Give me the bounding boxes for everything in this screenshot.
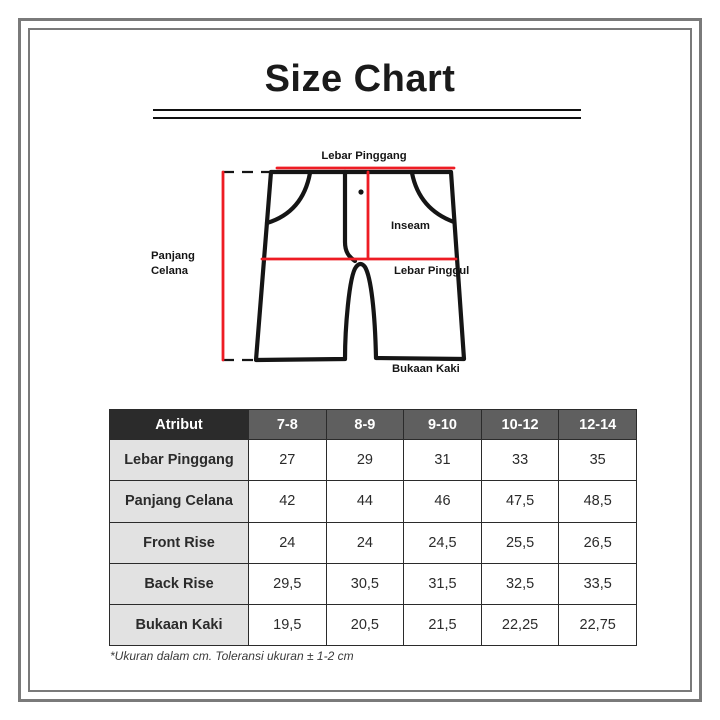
svg-text:Bukaan Kaki: Bukaan Kaki bbox=[392, 363, 460, 375]
svg-text:Panjang: Panjang bbox=[151, 250, 195, 262]
svg-text:Celana: Celana bbox=[151, 265, 189, 277]
svg-text:Inseam: Inseam bbox=[391, 220, 430, 232]
svg-text:Lebar Pinggul: Lebar Pinggul bbox=[394, 265, 469, 277]
svg-text:Lebar Pinggang: Lebar Pinggang bbox=[321, 150, 406, 162]
